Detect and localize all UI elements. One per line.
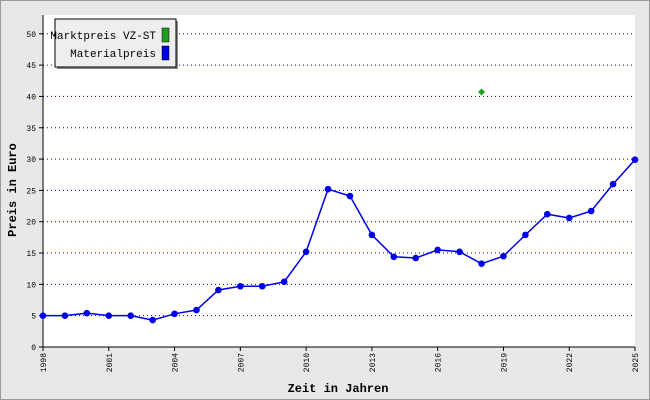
x-tick-label: 1998 <box>40 353 49 372</box>
point <box>412 254 420 262</box>
point <box>346 192 354 200</box>
x-tick-label: 2001 <box>106 353 115 372</box>
point <box>434 246 441 254</box>
y-tick-label: 10 <box>26 281 36 290</box>
x-tick-label: 2010 <box>303 353 312 372</box>
plot-area <box>43 15 635 347</box>
point <box>237 282 244 290</box>
legend-swatch <box>161 27 170 43</box>
point <box>587 207 595 215</box>
y-tick-label: 30 <box>26 156 36 165</box>
point <box>456 248 463 256</box>
point <box>39 312 47 319</box>
legend-swatch <box>161 45 170 61</box>
point <box>280 278 288 286</box>
x-tick-label: 2013 <box>369 353 378 372</box>
x-tick-label: 2019 <box>500 353 509 372</box>
point <box>368 231 376 239</box>
y-tick-label: 35 <box>26 125 36 134</box>
point <box>258 282 266 290</box>
legend-label: Materialpreis <box>70 49 156 61</box>
point <box>105 312 113 319</box>
y-tick-label: 50 <box>26 31 36 40</box>
point <box>171 310 178 318</box>
y-tick-label: 20 <box>26 219 36 228</box>
series-line <box>43 159 636 321</box>
point <box>478 88 486 96</box>
point <box>83 309 91 317</box>
point <box>193 306 200 314</box>
x-tick-label: 2022 <box>566 353 575 372</box>
point <box>565 214 573 222</box>
point <box>215 286 222 294</box>
y-axis-title: Preis in Euro <box>6 143 20 237</box>
y-tick-label: 40 <box>26 93 36 102</box>
point <box>324 185 332 193</box>
point <box>149 316 156 324</box>
y-tick-label: 25 <box>26 187 36 196</box>
legend <box>54 18 177 68</box>
y-tick-label: 5 <box>31 313 36 322</box>
point <box>302 248 310 256</box>
point <box>543 210 551 218</box>
x-axis-title: Zeit in Jahren <box>288 382 389 396</box>
point <box>127 312 135 319</box>
legend-label: Marktpreis VZ-ST <box>50 31 156 43</box>
point <box>390 253 398 261</box>
point <box>500 252 507 260</box>
point <box>609 180 617 188</box>
x-tick-label: 2016 <box>435 353 444 372</box>
y-tick-label: 0 <box>31 344 36 353</box>
y-tick-label: 15 <box>26 250 36 259</box>
point <box>631 156 639 164</box>
point <box>522 231 529 239</box>
point <box>478 260 485 267</box>
x-tick-label: 2004 <box>172 353 181 372</box>
x-tick-label: 2025 <box>632 353 641 372</box>
y-tick-label: 45 <box>26 62 36 71</box>
point <box>61 312 69 319</box>
x-tick-label: 2007 <box>237 353 246 372</box>
